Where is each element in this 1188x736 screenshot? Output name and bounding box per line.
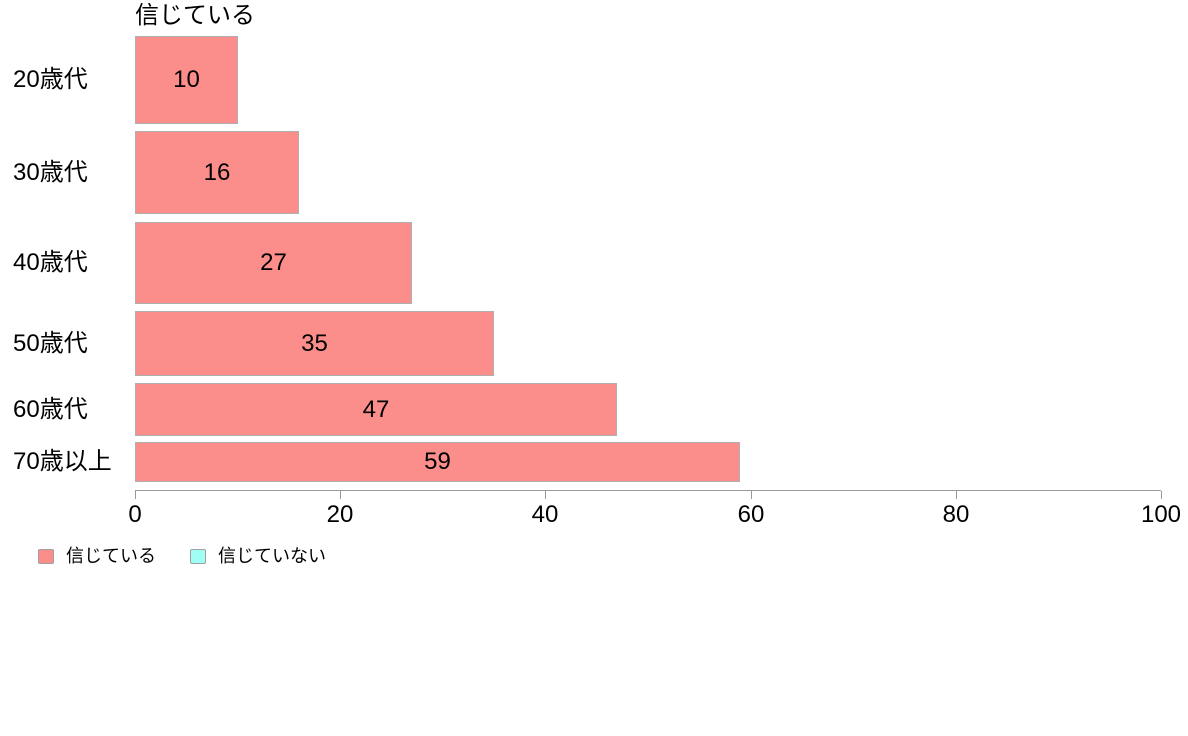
bar: 35 [135,311,494,376]
legend-label-not-believe: 信じていない [218,546,326,566]
x-tick-label: 60 [737,501,765,528]
chart-title: 信じている [135,2,255,29]
bar: 47 [135,383,617,436]
bar-value-label: 10 [173,66,200,93]
x-tick-label: 20 [326,501,354,528]
category-label: 30歳代 [13,159,88,186]
x-tick-label: 40 [531,501,559,528]
x-tick-label: 0 [128,501,142,528]
category-label: 50歳代 [13,330,88,357]
category-label: 60歳代 [13,396,88,423]
bar-value-label: 27 [260,249,287,276]
legend-label-believe: 信じている [66,546,156,566]
x-axis-line [135,490,1161,491]
bar-value-label: 47 [362,395,390,423]
legend-item-believe: 信じている [38,547,156,565]
bar-value-label: 59 [424,448,451,475]
x-axis-tick [1161,491,1162,499]
legend: 信じている 信じていない [38,547,326,565]
x-axis-tick [545,491,546,499]
bar: 27 [135,222,412,304]
x-axis-tick [751,491,752,499]
legend-swatch-believe [38,548,54,564]
bar: 59 [135,442,740,482]
x-axis-tick [956,491,957,499]
x-axis-tick [135,491,136,499]
legend-swatch-not-believe [190,548,206,564]
category-label: 20歳代 [13,66,88,93]
legend-item-not-believe: 信じていない [190,547,326,565]
bar-value-label: 35 [301,329,328,357]
category-label: 70歳以上 [13,448,112,475]
bar-value-label: 16 [203,158,231,186]
x-tick-label: 80 [942,501,970,528]
bar: 10 [135,36,238,124]
category-label: 40歳代 [13,249,88,276]
bar: 16 [135,131,299,214]
x-axis-tick [340,491,341,499]
x-tick-label: 100 [1140,501,1182,528]
